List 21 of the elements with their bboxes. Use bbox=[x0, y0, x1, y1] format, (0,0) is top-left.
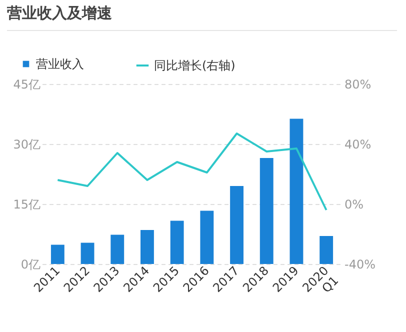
bar bbox=[230, 186, 244, 264]
y2-tick-label: 80% bbox=[344, 78, 372, 92]
bar bbox=[200, 210, 214, 264]
bar bbox=[320, 236, 334, 264]
y-tick-label: 30亿 bbox=[13, 138, 40, 152]
bar bbox=[260, 158, 274, 264]
bar bbox=[140, 230, 154, 264]
y2-tick-label: -40% bbox=[344, 258, 376, 272]
y2-tick-label: 0% bbox=[344, 198, 364, 212]
y-tick-label: 15亿 bbox=[13, 198, 40, 212]
y-tick-label: 45亿 bbox=[13, 78, 40, 92]
bar bbox=[290, 118, 304, 264]
bar bbox=[110, 234, 124, 264]
legend-label: 营业收入 bbox=[36, 57, 84, 71]
bar bbox=[50, 244, 64, 264]
legend-label: 同比增长(右轴) bbox=[154, 58, 236, 72]
line-series bbox=[56, 132, 328, 211]
bar bbox=[80, 242, 94, 264]
y2-tick-label: 40% bbox=[344, 138, 372, 152]
chart-title: 营业收入及增速 bbox=[7, 4, 112, 23]
bar bbox=[170, 220, 184, 264]
